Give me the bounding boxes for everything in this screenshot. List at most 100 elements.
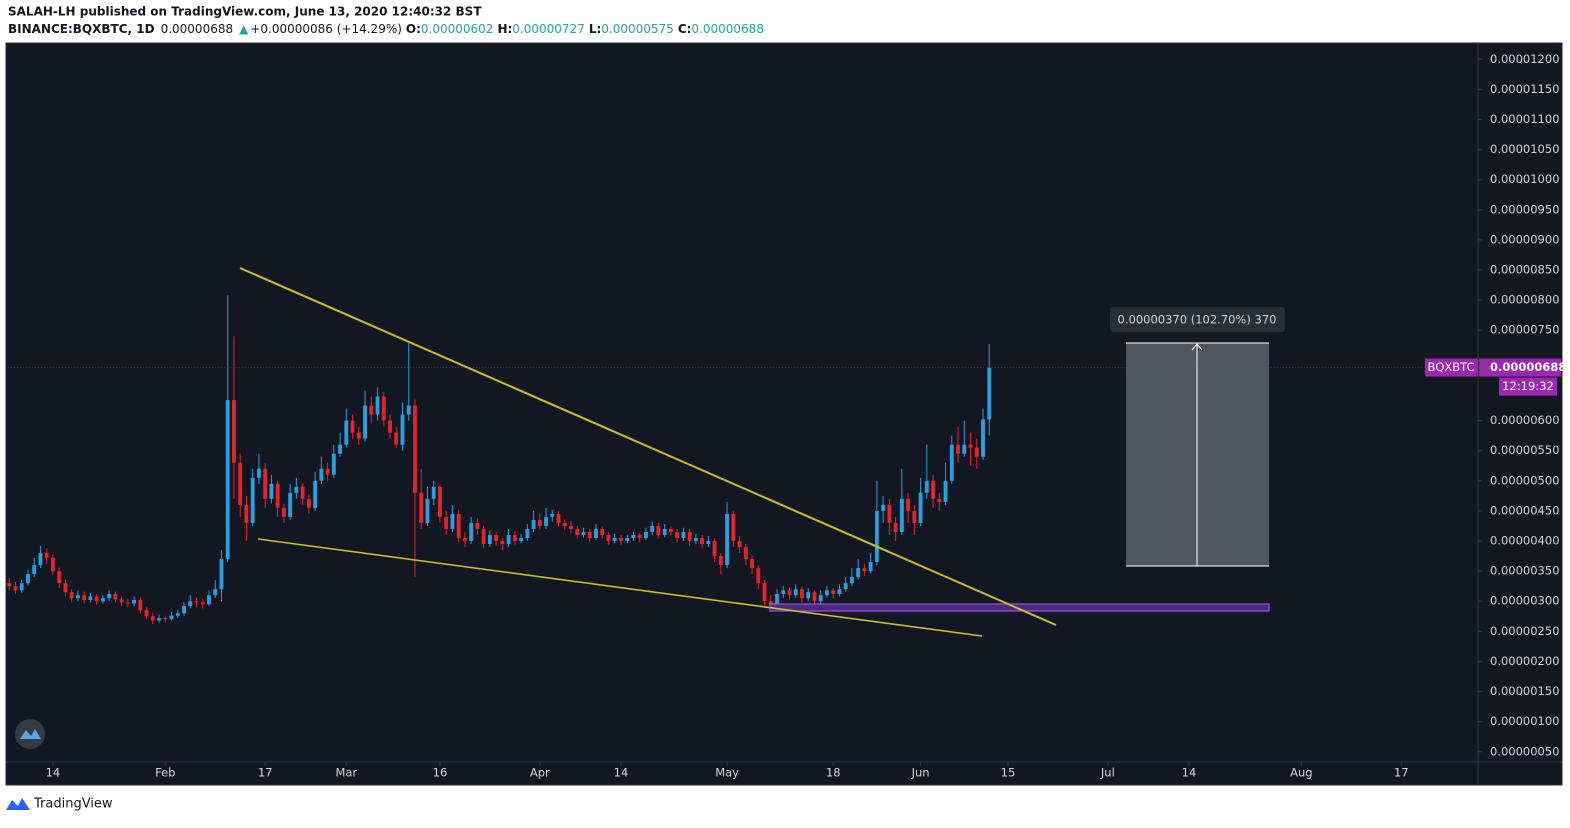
candle-body [662,528,667,535]
candle-body [57,571,62,584]
y-tick-label: 0.00000800 [1490,293,1560,307]
chart-pane [5,42,1563,786]
candle-body [725,513,730,566]
candle-body [550,513,555,517]
low-label: L: [589,22,601,36]
candle-body [244,504,249,523]
candle-body [644,531,648,538]
y-tick-label: 0.00000150 [1490,684,1560,698]
candle-body [281,507,286,517]
candle-body [350,420,355,433]
y-tick-label: 0.00000250 [1490,624,1560,638]
candle-body [325,468,330,475]
y-tick-label: 0.00000300 [1490,594,1560,608]
candle-body [756,568,761,584]
logo-mark [20,729,41,739]
candle-body [487,534,492,545]
candle-body [38,553,43,566]
candle-body [338,444,343,454]
candle-body [956,444,960,454]
candle-body [681,531,686,538]
candle-body [931,480,936,499]
candle-body [768,601,773,605]
candle-body [606,534,611,542]
candle-body [968,444,973,448]
candle-body [881,504,886,511]
candle-body [962,444,967,454]
y-tick-label: 0.00000450 [1490,503,1560,517]
candle-body [974,447,979,457]
x-tick-label: Apr [530,766,550,780]
candle-body [132,600,137,604]
candle-body [75,595,80,599]
candle-body [163,618,168,620]
candle-body [375,396,380,415]
candle-body [288,492,293,517]
candle-body [394,432,399,445]
candle-body [569,525,573,529]
candle-body [825,590,829,596]
candle-body [706,541,711,545]
candle-body [750,559,754,569]
y-tick-label: 0.00000550 [1490,443,1560,457]
candle-body [356,432,361,439]
candle-body [793,589,798,596]
countdown: 12:19:32 [1502,379,1554,393]
candle-body [519,537,524,542]
published-line: SALAH-LH published on TradingView.com, J… [8,5,482,19]
candle-body [818,595,823,602]
candle-body [837,589,842,594]
y-tick-label: 0.00001150 [1490,82,1560,96]
candle-body [475,522,480,529]
x-tick-label: 16 [433,766,448,780]
y-tick-label: 0.00000350 [1490,564,1560,578]
plot: 0.00000050 0.00000100 0.00000150 0.00000200… [7,52,1566,780]
footer-logo [6,798,30,810]
footer-brand: TradingView [33,797,113,812]
candle-body [450,513,455,529]
candle-body [425,498,430,523]
x-tick-label: 15 [1001,766,1016,780]
candle-body [831,590,836,594]
x-tick-label: Jul [1100,766,1115,780]
candle-body [924,480,929,493]
candle-body [269,483,274,499]
candle-body [812,592,817,602]
x-tick-label: Feb [155,766,175,780]
candle-body [949,444,954,481]
y-tick-label: 0.00000850 [1490,263,1560,277]
candle-body [469,522,474,542]
candle-body [481,528,486,545]
candle-body [300,486,305,499]
candle-body [537,519,542,526]
candle-body [406,405,411,415]
candle-body [887,504,892,523]
symbol-tag: BQXBTC [1427,360,1474,374]
candle-body [668,528,673,532]
candle-body [413,405,417,493]
candle-body [631,534,636,538]
candle-body [207,595,211,605]
y-tick-label: 0.00000400 [1490,534,1560,548]
candle-body [369,405,374,415]
y-tick-label: 0.00000500 [1490,473,1560,487]
x-tick-label: 17 [1394,766,1409,780]
high-value: 0.00000727 [512,22,585,36]
candle-body [693,537,698,542]
candle-body [456,513,461,538]
y-tick-label: 0.00001200 [1490,52,1560,66]
candle-body [594,528,598,538]
candle-body [232,400,236,463]
candle-body [531,519,536,529]
candle-body [388,420,392,433]
candle-body [619,537,623,542]
candle-body [144,610,149,617]
x-tick-label: 18 [826,766,841,780]
candle-body [157,618,161,621]
last-price-label: 0.00000688 [1490,360,1566,374]
candle-body [943,480,948,502]
y-tick-label: 0.00001000 [1490,172,1560,186]
x-tick-label: Jun [911,766,930,780]
x-tick-label: May [715,766,739,780]
